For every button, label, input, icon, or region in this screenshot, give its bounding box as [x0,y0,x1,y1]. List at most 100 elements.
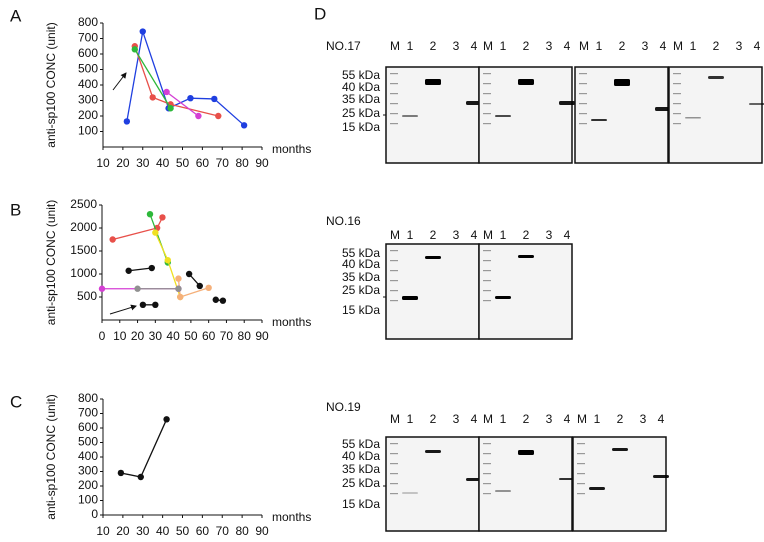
x-tick-label: 0 [99,329,106,343]
lane-label: 4 [471,412,478,426]
data-point [146,211,154,218]
marker-band [390,103,398,105]
marker-band [483,473,491,475]
panel-label: B [10,200,21,219]
lane-label: M [483,412,493,426]
lane-label: 4 [658,412,665,426]
lane-label: 1 [594,412,601,426]
marker-band [483,73,491,75]
x-tick-label: 70 [216,524,230,538]
lane-label: 2 [617,412,624,426]
marker-band [390,280,398,282]
marker-band [577,463,585,465]
y-tick-label: 500 [77,289,97,303]
series-line [126,31,245,126]
marker-band [673,93,681,95]
marker-band [483,250,491,252]
marker-band [577,453,585,455]
y-axis-title: anti-sp100 CONC (unit) [44,200,58,325]
series-line [128,267,152,272]
data-point [98,285,106,292]
band [402,115,418,117]
band [518,255,534,258]
marker-band [673,113,681,115]
marker-band [579,113,587,115]
x-tick-label: 80 [235,524,249,538]
y-tick-label: 300 [78,464,98,478]
y-tick-label: 400 [78,449,98,463]
data-point [211,95,218,103]
series-line [120,419,168,478]
data-point [175,285,182,292]
lane-label: 2 [619,39,626,53]
lane-label: 2 [430,412,437,426]
marker-band [483,113,491,115]
y-tick-label: 500 [78,62,98,76]
x-tick-label: 10 [96,156,110,170]
marker-band [483,270,491,272]
x-tick-label: 90 [255,524,269,538]
band [655,107,671,111]
marker-band [390,300,398,302]
membrane [478,243,573,340]
x-tick-label: 10 [96,524,110,538]
lane-label: 3 [640,412,647,426]
x-tick-label: 20 [131,329,145,343]
size-label: 35 kDa [342,462,380,476]
y-tick-label: 500 [78,435,98,449]
band [614,79,630,86]
data-point [139,301,147,309]
band [589,487,605,490]
marker-band [390,483,398,485]
lane-label: 2 [523,228,530,242]
lane-label: M [579,39,589,53]
x-tick-label: 40 [156,524,170,538]
marker-band [577,443,585,445]
data-point [117,469,125,477]
x-tick-label: 70 [216,156,230,170]
x-axis-title: months [272,510,311,524]
y-tick-label: 2000 [70,220,97,234]
size-label: 15 kDa [342,303,380,317]
marker-band [483,83,491,85]
band [466,478,482,481]
data-point [195,112,202,120]
size-label: 55 kDa [342,437,380,451]
data-point [109,236,116,243]
lane-label: 1 [407,39,414,53]
data-point [164,257,171,264]
lane-label: 4 [564,228,571,242]
size-label: 25 kDa [342,283,380,297]
x-axis-title: months [272,315,311,329]
x-tick-label: 80 [235,156,249,170]
size-label: 25 kDa [342,476,380,490]
marker-band [673,103,681,105]
x-tick-label: 90 [255,329,269,343]
marker-band [579,73,587,75]
y-tick-label: 700 [78,31,98,45]
data-point [159,214,166,221]
lane-label: 4 [471,39,478,53]
x-tick-label: 40 [166,329,180,343]
marker-band [577,473,585,475]
lane-label: M [390,39,400,53]
band [425,256,441,259]
marker-band [390,93,398,95]
lane-label: 1 [407,412,414,426]
data-point [212,296,219,303]
marker-band [483,93,491,95]
y-tick-label: 200 [78,108,98,122]
marker-band [483,493,491,495]
lane-label: 1 [500,228,507,242]
data-point [137,473,144,481]
band [466,101,482,105]
marker-band [390,260,398,262]
lane-label: 4 [754,39,761,53]
band [495,115,511,117]
lane-label: M [673,39,683,53]
marker-band [483,260,491,262]
size-label: 55 kDa [342,68,380,82]
size-label: 40 kDa [342,257,380,271]
lane-label: 3 [736,39,743,53]
